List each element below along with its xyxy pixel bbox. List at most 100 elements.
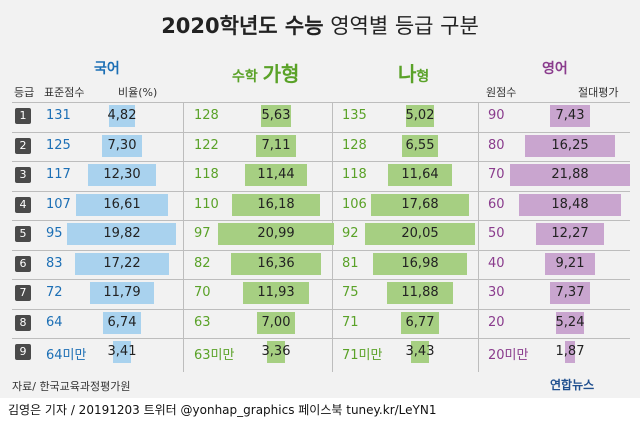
math_na-ratio-label: 3,43: [405, 344, 435, 359]
math_na-score: 75: [342, 285, 359, 300]
grade-badge: 2: [15, 137, 31, 154]
english-score: 90: [488, 108, 505, 123]
korean-ratio-label: 4,82: [107, 108, 137, 123]
math_na-bar: [410, 341, 430, 363]
english-ratio-label: 7,37: [555, 285, 585, 300]
raw-score-header: 원점수: [486, 86, 517, 99]
math_ga-ratio-label: 11,44: [257, 167, 295, 182]
column-divider: [478, 102, 479, 372]
english-bar: [549, 105, 591, 127]
english-bar: [519, 193, 621, 216]
row-divider: [12, 220, 630, 221]
korean-score: 131: [46, 108, 71, 123]
grade-badge: 7: [15, 285, 31, 301]
english-score: 70: [488, 167, 505, 182]
korean-ratio-label: 11,79: [103, 285, 141, 300]
row-divider: [12, 338, 630, 339]
math_ga-ratio-label: 16,18: [257, 196, 295, 212]
english-score: 60: [488, 196, 505, 212]
english-score: 80: [488, 137, 505, 153]
math_ga-score: 63: [194, 314, 211, 330]
english-score: 30: [488, 285, 505, 300]
math_ga-score: 97: [194, 226, 211, 241]
row-divider: [12, 249, 630, 251]
math_na-score: 71: [342, 314, 359, 330]
row-divider: [12, 308, 630, 310]
math_na-ratio-label: 20,05: [401, 226, 439, 241]
math-na-section-header: 나형: [398, 58, 429, 87]
english-bar: [544, 252, 596, 275]
footer-credit: 김영은 기자 / 20191203 트위터 @yonhap_graphics 페…: [0, 398, 640, 423]
source-note: 자료/ 한국교육과정평가원: [12, 380, 131, 393]
english-bar: [525, 134, 615, 157]
math_na-ratio-label: 6,77: [405, 314, 435, 330]
korean-ratio-label: 16,61: [103, 196, 141, 212]
grade-header: 등급: [14, 86, 35, 99]
english-ratio-label: 7,43: [555, 108, 585, 123]
row-divider: [12, 131, 630, 133]
math-ga-label-small: 수학: [232, 69, 263, 85]
math_na-bar: [401, 311, 439, 334]
korean-ratio-label: 17,22: [103, 255, 141, 271]
korean-score: 107: [46, 196, 71, 212]
math_ga-ratio-label: 5,63: [261, 108, 291, 123]
math_na-score: 71미만: [342, 348, 383, 363]
korean-ratio-label: 3,41: [107, 344, 137, 359]
grade-badge: 6: [15, 255, 31, 272]
korean-bar: [76, 193, 168, 216]
math_ga-ratio-label: 3,36: [261, 344, 291, 359]
row-divider: [12, 161, 630, 162]
math_ga-bar: [218, 223, 334, 245]
english-bar: [509, 164, 631, 186]
row-divider: [12, 279, 630, 280]
grade-badge: 5: [15, 226, 31, 242]
math_ga-score: 110: [194, 196, 219, 212]
math_ga-bar: [256, 134, 296, 157]
korean-score: 64: [46, 314, 63, 330]
math_na-ratio-label: 5,02: [405, 108, 435, 123]
math_na-ratio-label: 16,98: [401, 255, 439, 271]
korean-bar: [89, 282, 155, 304]
math_na-score: 92: [342, 226, 359, 241]
korean-score: 72: [46, 285, 63, 300]
english-ratio-label: 16,25: [551, 137, 589, 153]
korean-label: 국어: [94, 61, 120, 77]
math_ga-score: 128: [194, 108, 219, 123]
english-score: 20: [488, 314, 505, 330]
math_ga-score: 63미만: [194, 348, 235, 363]
grade-badge: 1: [15, 108, 31, 124]
grade-badge: 8: [15, 314, 31, 331]
yonhap-logo: 연합뉴스: [550, 378, 595, 392]
korean-score: 125: [46, 137, 71, 153]
math_ga-bar: [231, 252, 321, 275]
korean-bar: [101, 134, 143, 157]
row-divider: [12, 190, 630, 192]
math_na-score: 135: [342, 108, 367, 123]
english-score: 40: [488, 255, 505, 271]
english-ratio-label: 5,24: [555, 314, 585, 330]
korean-ratio-label: 12,30: [103, 167, 141, 182]
math-ga-section-header: 수학 가형: [232, 58, 299, 87]
korean-ratio-label: 6,74: [107, 314, 137, 330]
math_ga-bar: [256, 311, 296, 334]
math_na-bar: [371, 193, 469, 216]
math_ga-bar: [260, 105, 292, 127]
english-ratio-label: 18,48: [551, 196, 589, 212]
english-ratio-label: 21,88: [551, 167, 589, 182]
english-ratio-label: 9,21: [555, 255, 585, 271]
math_ga-score: 122: [194, 137, 219, 153]
math_na-score: 118: [342, 167, 367, 182]
korean-bar: [108, 105, 136, 127]
ratio-header: 비율(%): [118, 86, 158, 99]
english-bar: [564, 341, 576, 363]
math_na-bar: [387, 282, 453, 304]
math_na-ratio-label: 6,55: [405, 137, 435, 153]
korean-bar: [112, 341, 132, 363]
math-na-label-big: 나: [398, 62, 417, 86]
english-ratio-label: 1,87: [555, 344, 585, 359]
std-score-header: 표준점수: [44, 86, 85, 99]
math_ga-ratio-label: 7,11: [261, 137, 291, 153]
math_na-bar: [364, 223, 476, 245]
english-score: 20미만: [488, 348, 529, 363]
